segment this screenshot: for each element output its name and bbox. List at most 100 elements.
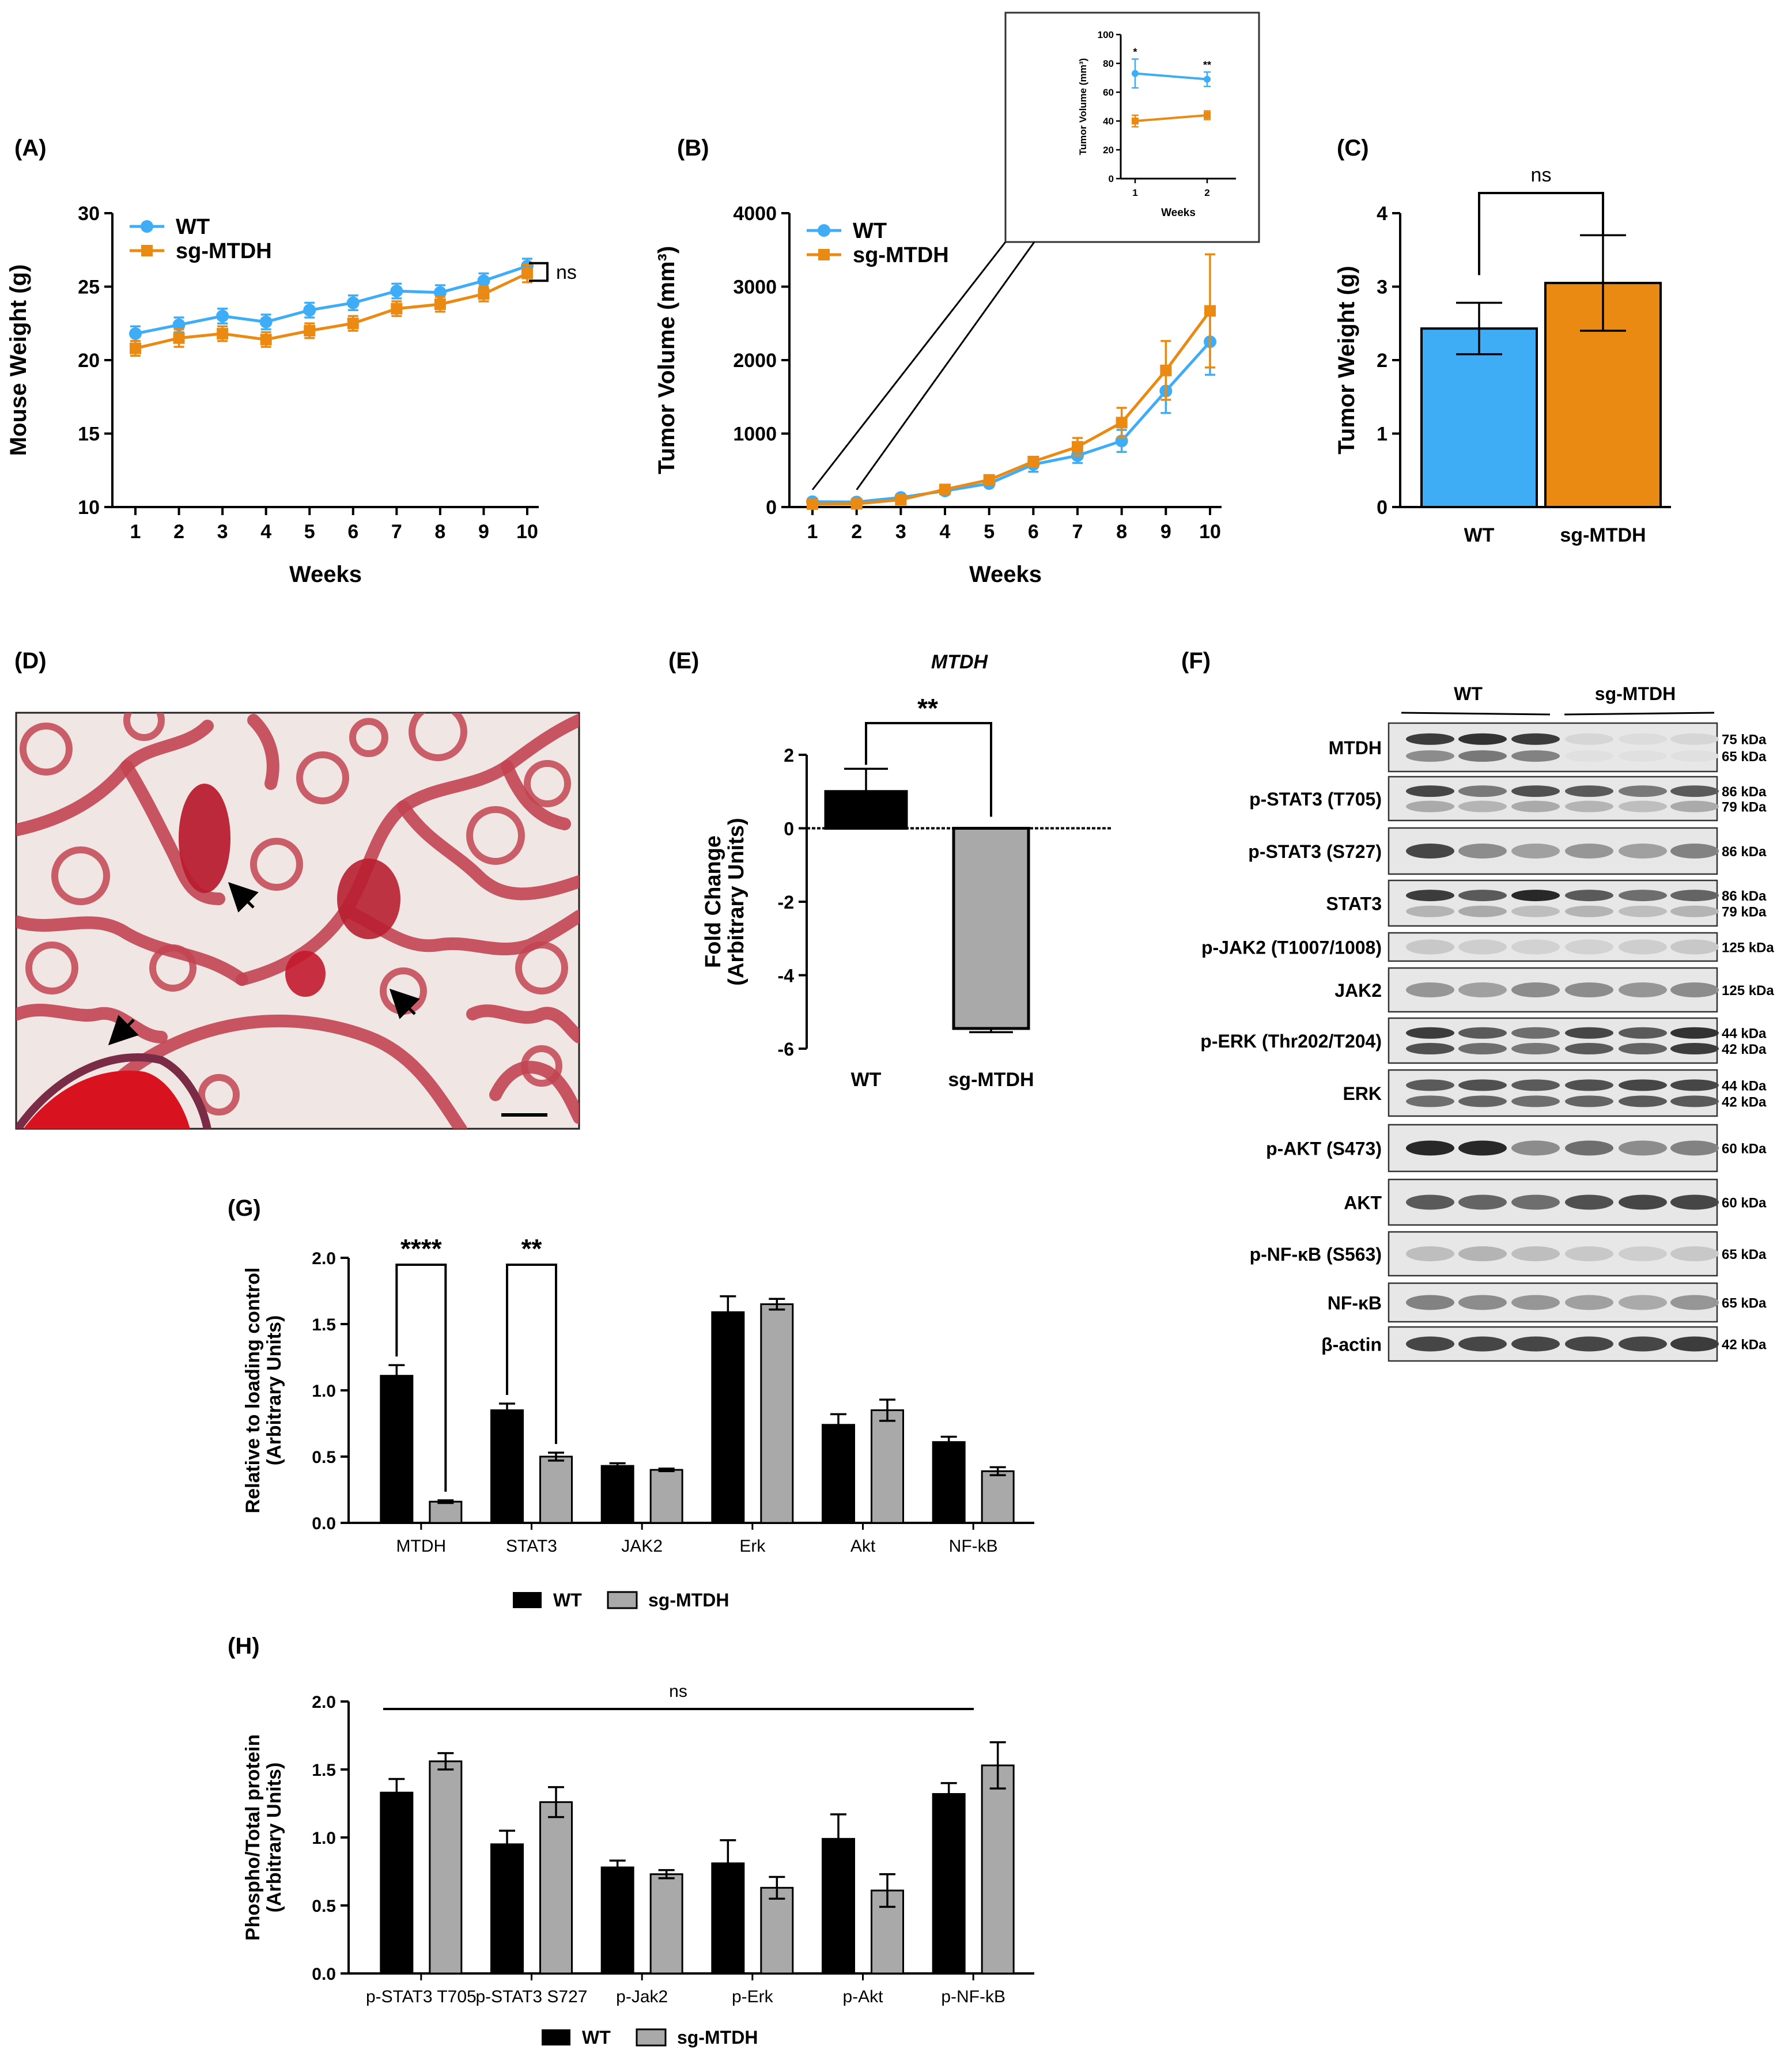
data-point-sg-mtdh — [130, 342, 141, 354]
data-point-wt — [477, 274, 490, 288]
y-tick-label: 0.5 — [312, 1897, 336, 1916]
ns-bracket — [529, 262, 549, 282]
legend-marker-sg-mtdh — [141, 245, 153, 256]
protein-band — [1619, 1295, 1667, 1310]
x-tick-label: p-STAT3 T705 — [366, 1987, 477, 2006]
data-point-sg-mtdh — [895, 494, 907, 506]
y-axis-title: Mouse Weight (g) — [6, 264, 31, 456]
protein-band — [1619, 1194, 1667, 1210]
x-tick-label: 7 — [391, 521, 402, 543]
data-point-sg-mtdh — [1160, 364, 1172, 376]
x-tick-label: 5 — [984, 521, 995, 543]
blot-row-label: p-JAK2 (T1007/1008) — [1201, 937, 1382, 958]
alveolar-septum — [120, 760, 225, 905]
data-point-sg-mtdh — [983, 474, 995, 486]
y-tick-label: 1.0 — [312, 1829, 336, 1848]
y-axis-title: Phospho/Total protein — [242, 1734, 264, 1941]
x-tick-label: p-STAT3 S727 — [476, 1987, 588, 2006]
ns-annotation: ns — [1531, 164, 1552, 186]
y-tick-label: 0.5 — [312, 1448, 336, 1467]
protein-band — [1619, 939, 1667, 955]
blot-row-label: MTDH — [1329, 738, 1382, 758]
legend-marker-wt — [141, 220, 153, 233]
legend-label-sg-mtdh: sg-MTDH — [648, 1590, 729, 1610]
blot-row-label: p-AKT (S473) — [1266, 1139, 1382, 1159]
alveolar-septum — [466, 1004, 579, 1043]
kda-label: 75 kDa — [1722, 732, 1767, 748]
y-tick-label: 2.0 — [312, 1693, 336, 1712]
y-tick-label: 25 — [78, 277, 100, 298]
inset-y-tick-label: 40 — [1103, 116, 1114, 127]
legend-label-wt: WT — [176, 215, 210, 239]
panel-e-chart: MTDH -6 -4 -2 0 2 Fold Change(Arbitrary Units)… — [701, 651, 1112, 1091]
alveolus — [349, 718, 388, 757]
significance-bracket — [865, 722, 992, 817]
kda-label: 65 kDa — [1722, 1296, 1767, 1311]
x-tick-label: WT — [851, 1069, 882, 1091]
y-tick-label: -2 — [778, 892, 794, 913]
blot-frame — [1388, 879, 1718, 927]
bar-sg-mtdh — [539, 1801, 573, 1975]
alveolus — [25, 941, 78, 995]
legend-marker-sg-mtdh — [818, 249, 830, 260]
protein-band — [1565, 800, 1613, 812]
blot-row-label: STAT3 — [1326, 894, 1382, 914]
protein-band — [1619, 890, 1667, 902]
data-point-wt — [129, 327, 142, 341]
alveolus — [51, 846, 110, 905]
protein-band — [1406, 1095, 1454, 1107]
alveolar-septum — [489, 1061, 579, 1124]
y-tick-label: 0 — [1377, 497, 1388, 519]
bar-wt — [490, 1409, 524, 1524]
data-point-wt — [216, 309, 229, 323]
y-tick-label: 30 — [78, 203, 100, 225]
protein-band — [1670, 1095, 1719, 1107]
series-line-sg-mtdh — [135, 272, 528, 350]
inset-x-tick-label: 1 — [1132, 187, 1137, 198]
panel-c-label: (C) — [1337, 135, 1369, 161]
protein-band — [1511, 1027, 1560, 1039]
protein-band — [1565, 844, 1613, 859]
kda-label: 44 kDa — [1722, 1078, 1767, 1094]
kda-label: 65 kDa — [1722, 1247, 1767, 1262]
protein-band — [1619, 1027, 1667, 1039]
data-point-sg-mtdh — [807, 498, 818, 510]
legend-swatch-sg-mtdh — [636, 2028, 667, 2047]
protein-band — [1511, 1043, 1560, 1055]
metastatic-nodule — [179, 784, 230, 893]
protein-band — [1406, 1246, 1454, 1261]
protein-band — [1406, 733, 1454, 745]
x-tick-label: p-Jak2 — [616, 1987, 668, 2006]
y-tick-label: 4 — [1377, 203, 1388, 225]
bar-sg-mtdh — [760, 1886, 794, 1975]
protein-band — [1670, 1246, 1719, 1261]
alveolus — [515, 941, 568, 995]
protein-band — [1406, 890, 1454, 902]
legend-swatch-wt — [542, 2029, 570, 2045]
y-tick-label: 2 — [1377, 350, 1388, 372]
y-tick-label: 0.0 — [312, 1514, 336, 1533]
significance-stars: ** — [521, 1234, 542, 1264]
blot-row — [1388, 932, 1719, 962]
inset-point-sg-mtdh — [1204, 112, 1211, 119]
blot-row — [1388, 1069, 1719, 1117]
ns-bracket — [1478, 192, 1604, 275]
significance-bracket — [506, 1264, 557, 1445]
protein-band — [1458, 1336, 1507, 1352]
data-point-wt — [346, 296, 360, 309]
blot-frame — [1388, 722, 1718, 773]
protein-band — [1670, 905, 1719, 917]
blood-vessel — [23, 1071, 190, 1129]
bar-wt — [490, 1843, 524, 1975]
bar-wt — [380, 1375, 414, 1524]
protein-band — [1511, 1194, 1560, 1210]
zoom-line — [811, 241, 1007, 490]
blot-row-label: p-ERK (Thr202/T204) — [1200, 1031, 1382, 1052]
protein-band — [1406, 905, 1454, 917]
x-tick-label: p-Akt — [842, 1987, 883, 2006]
x-tick-label: NF-kB — [949, 1537, 998, 1556]
kda-label: 86 kDa — [1722, 784, 1767, 800]
legend-swatch-wt — [513, 1592, 542, 1608]
x-tick-label: 8 — [1116, 521, 1127, 543]
y-axis-subtitle: (Arbitrary Units) — [263, 1315, 285, 1466]
